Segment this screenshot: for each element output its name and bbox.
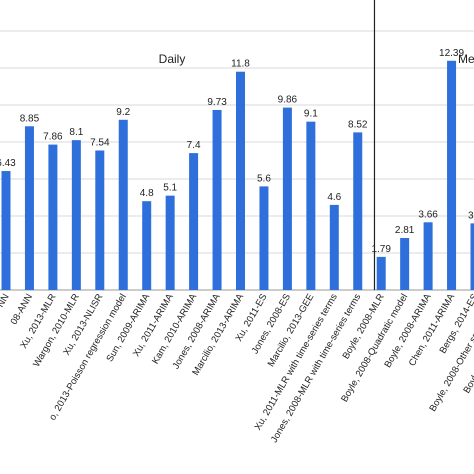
bar (48, 144, 58, 290)
bar (306, 121, 316, 291)
value-label: 7.54 (90, 138, 110, 149)
bar (71, 140, 81, 290)
bars (1, 60, 474, 291)
bar (470, 223, 474, 290)
bar (376, 256, 386, 290)
value-label: 9.86 (278, 95, 298, 106)
value-label: 5.6 (257, 173, 271, 184)
bar (95, 150, 105, 290)
value-label: 7.4 (187, 140, 201, 151)
bar (236, 71, 245, 290)
x-tick-label: NN (0, 292, 12, 310)
value-label: 7.86 (43, 132, 63, 143)
value-label: 8.1 (69, 127, 83, 138)
value-label: 2.81 (395, 225, 415, 236)
value-label: 4.8 (140, 188, 154, 199)
value-label: 4.6 (327, 192, 341, 203)
value-label: 3.6 (468, 210, 474, 221)
chart-annotations: Daily Me (159, 0, 474, 290)
section-label-monthly: Me (458, 52, 474, 66)
bar (118, 119, 128, 290)
bar (24, 126, 34, 291)
bar (329, 204, 339, 290)
value-label: 8.85 (20, 113, 40, 124)
bar (212, 109, 222, 291)
value-label: 3.66 (418, 209, 438, 220)
bar (142, 201, 152, 290)
value-label: 6.43 (0, 158, 16, 169)
value-label: 9.2 (116, 107, 130, 118)
bar (165, 195, 175, 290)
bar (423, 222, 433, 290)
bar (259, 186, 269, 290)
bar (189, 153, 199, 290)
bar (282, 107, 292, 290)
value-label: 11.8 (231, 59, 250, 70)
bar (353, 132, 363, 290)
bar (400, 238, 410, 290)
value-labels: 6.43 8.857.86 8.1 7.54 9.2 4.8 5.1 7.4 9.73 11.8 5… (0, 48, 474, 255)
section-label-daily: Daily (159, 52, 186, 66)
value-label: 9.1 (304, 109, 318, 120)
value-label: 1.79 (371, 244, 391, 255)
value-label: 9.73 (207, 97, 227, 108)
value-label: 5.1 (163, 183, 177, 194)
bar (447, 60, 457, 290)
bar (1, 171, 11, 290)
value-label: 12.39 (439, 48, 464, 59)
value-label: 8.52 (348, 119, 368, 130)
